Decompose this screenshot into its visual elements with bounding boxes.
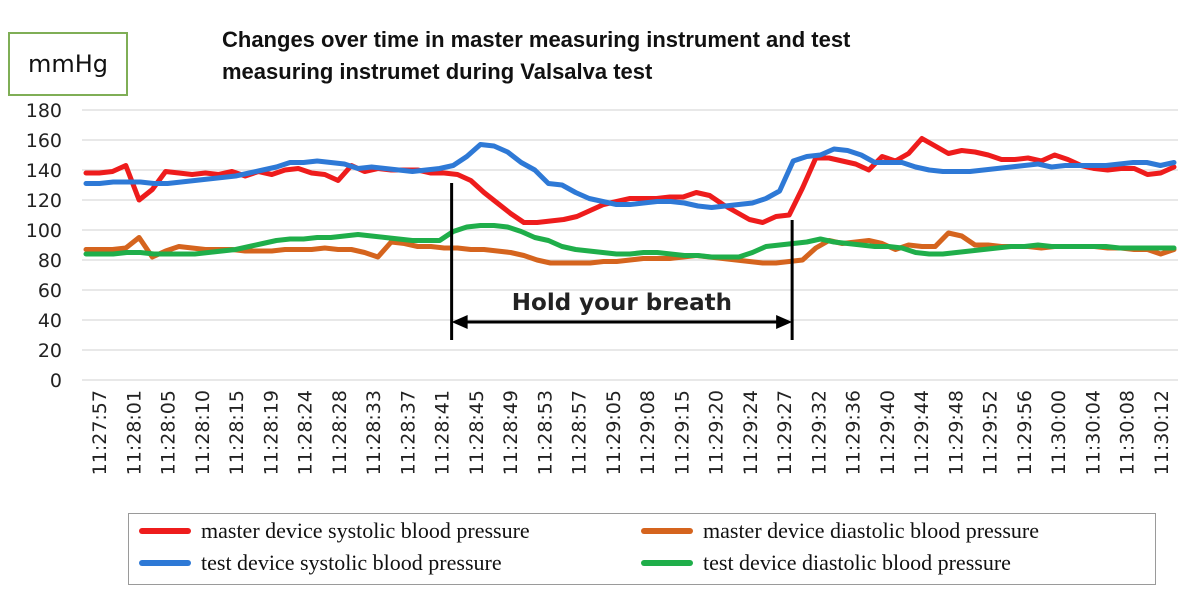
series-line-3 [83,223,1177,260]
x-tick-label-13: 11:28:53 [534,390,556,475]
x-tick-label-25: 11:29:48 [945,390,967,475]
breath-annotation-label: Hold your breath [512,290,732,316]
y-unit-label: mmHg [8,32,128,96]
x-tick-label-17: 11:29:15 [671,390,693,475]
x-tick-label-31: 11:30:12 [1151,390,1173,475]
x-tick-label-3: 11:28:10 [192,390,214,475]
legend-label-master-systolic: master device systolic blood pressure [201,518,530,543]
chart-title: Changes over time in master measuring in… [222,24,1042,88]
chart-title-line-2: measuring instrumet during Valsalva test [222,59,653,84]
x-tick-label-5: 11:28:19 [260,390,282,475]
x-tick-label-12: 11:28:49 [500,390,522,475]
legend-item-test-systolic: test device systolic blood pressure [139,550,502,576]
x-tick-label-4: 11:28:15 [226,390,248,475]
legend-item-master-diastolic: master device diastolic blood pressure [641,518,1039,544]
legend-label-master-diastolic: master device diastolic blood pressure [703,518,1040,543]
breath-arrow-left [451,315,468,329]
x-tick-label-20: 11:29:27 [774,390,796,475]
y-tick-label-140: 140 [26,160,62,182]
x-tick-label-16: 11:29:08 [637,390,659,475]
x-tick-label-21: 11:29:32 [808,390,830,475]
legend-label-test-diastolic: test device diastolic blood pressure [703,550,1011,575]
x-tick-label-14: 11:28:57 [569,390,591,475]
x-tick-label-15: 11:29:05 [603,390,625,475]
y-tick-label-0: 0 [50,370,62,392]
y-tick-label-20: 20 [38,340,62,362]
y-tick-label-40: 40 [38,310,62,332]
x-tick-label-9: 11:28:37 [397,390,419,475]
series-line-0 [83,136,1177,225]
y-tick-label-160: 160 [26,130,62,152]
x-tick-label-28: 11:30:00 [1048,390,1070,475]
x-tick-label-19: 11:29:24 [740,390,762,475]
legend-swatch-master-systolic [139,528,191,534]
x-tick-label-26: 11:29:52 [980,390,1002,475]
x-tick-label-8: 11:28:33 [363,390,385,475]
x-tick-label-29: 11:30:04 [1082,390,1104,475]
chart-title-line-1: Changes over time in master measuring in… [222,27,851,52]
x-tick-label-24: 11:29:44 [911,390,933,475]
legend-swatch-test-systolic [139,560,191,566]
y-tick-label-100: 100 [26,220,62,242]
y-tick-label-80: 80 [38,250,62,272]
x-tick-label-30: 11:30:08 [1117,390,1139,475]
legend-item-test-diastolic: test device diastolic blood pressure [641,550,1011,576]
legend-swatch-master-diastolic [641,528,693,534]
series-line-1 [83,230,1177,266]
legend-label-test-systolic: test device systolic blood pressure [201,550,502,575]
breath-arrow-right [776,315,793,329]
x-tick-label-7: 11:28:28 [329,390,351,475]
x-tick-label-2: 11:28:05 [158,390,180,475]
x-tick-label-1: 11:28:01 [123,390,145,475]
x-tick-label-18: 11:29:20 [706,390,728,475]
x-tick-label-23: 11:29:40 [877,390,899,475]
x-tick-label-10: 11:28:41 [432,390,454,475]
y-tick-label-120: 120 [26,190,62,212]
legend-item-master-systolic: master device systolic blood pressure [139,518,530,544]
legend: master device systolic blood pressure ma… [128,513,1156,585]
legend-swatch-test-diastolic [641,560,693,566]
y-tick-label-60: 60 [38,280,62,302]
x-tick-label-27: 11:29:56 [1014,390,1036,475]
x-tick-label-11: 11:28:45 [466,390,488,475]
x-tick-label-0: 11:27:57 [89,390,111,475]
y-tick-label-180: 180 [26,100,62,122]
x-tick-label-6: 11:28:24 [295,390,317,475]
x-tick-label-22: 11:29:36 [843,390,865,475]
series-line-2 [83,142,1177,210]
